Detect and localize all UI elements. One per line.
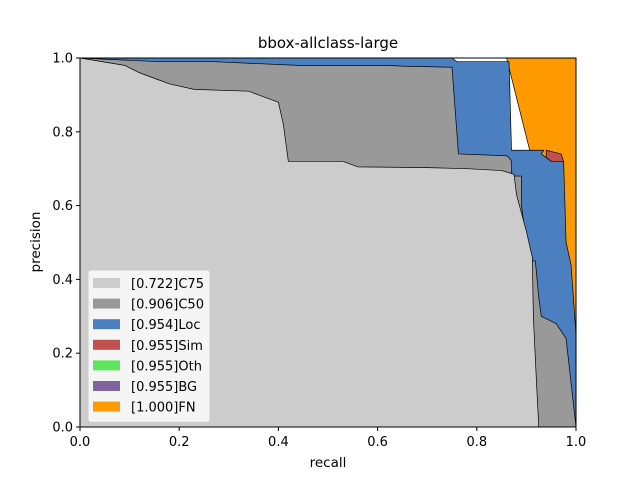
- legend-swatch-0-722-c75: [93, 278, 120, 288]
- y-tick-label: 0.8: [52, 125, 73, 140]
- legend-label-1-000-fn: [1.000]FN: [131, 401, 196, 416]
- y-axis-label: precision: [28, 212, 44, 273]
- legend-swatch-0-955-sim: [93, 339, 120, 350]
- y-tick-label: 1.0: [52, 52, 73, 67]
- legend-swatch-0-955-oth: [93, 360, 120, 371]
- y-tick-label: 0.6: [52, 199, 73, 214]
- legend-label-0-955-oth: [0.955]Oth: [131, 359, 202, 374]
- y-tick-label: 0.4: [52, 273, 73, 288]
- legend: [0.722]C75 [0.906]C50 [0.954]Loc [0.955]Sim…: [87, 269, 211, 423]
- x-tick-label: 0.4: [268, 435, 289, 450]
- legend-swatch-1-000-fn: [93, 401, 120, 412]
- legend-label-0-954-loc: [0.954]Loc: [131, 318, 200, 333]
- y-axis-ticks: 0.0 0.2 0.4 0.6 0.8 1.0: [52, 52, 80, 436]
- x-tick-label: 0.6: [367, 435, 388, 450]
- x-tick-label: 1.0: [566, 435, 587, 450]
- y-tick-label: 0.0: [52, 421, 73, 436]
- legend-label-0-906-c50: [0.906]C50: [131, 298, 204, 313]
- x-tick-label: 0.2: [169, 435, 190, 450]
- legend-swatch-0-906-c50: [93, 298, 120, 309]
- x-axis-label: recall: [310, 455, 347, 471]
- y-tick-label: 0.2: [52, 347, 73, 362]
- legend-label-0-955-bg: [0.955]BG: [131, 380, 197, 395]
- legend-label-0-722-c75: [0.722]C75: [131, 277, 204, 292]
- x-axis-ticks: 0.0 0.2 0.4 0.6 0.8 1.0: [70, 427, 587, 450]
- plot-frame: [79, 57, 577, 428]
- legend-swatch-0-955-bg: [93, 381, 120, 391]
- legend-swatch-0-954-loc: [93, 319, 120, 330]
- legend-label-0-955-sim: [0.955]Sim: [131, 339, 203, 354]
- chart-title: bbox-allclass-large: [258, 34, 398, 52]
- x-tick-label: 0.0: [70, 435, 91, 450]
- x-tick-label: 0.8: [466, 435, 487, 450]
